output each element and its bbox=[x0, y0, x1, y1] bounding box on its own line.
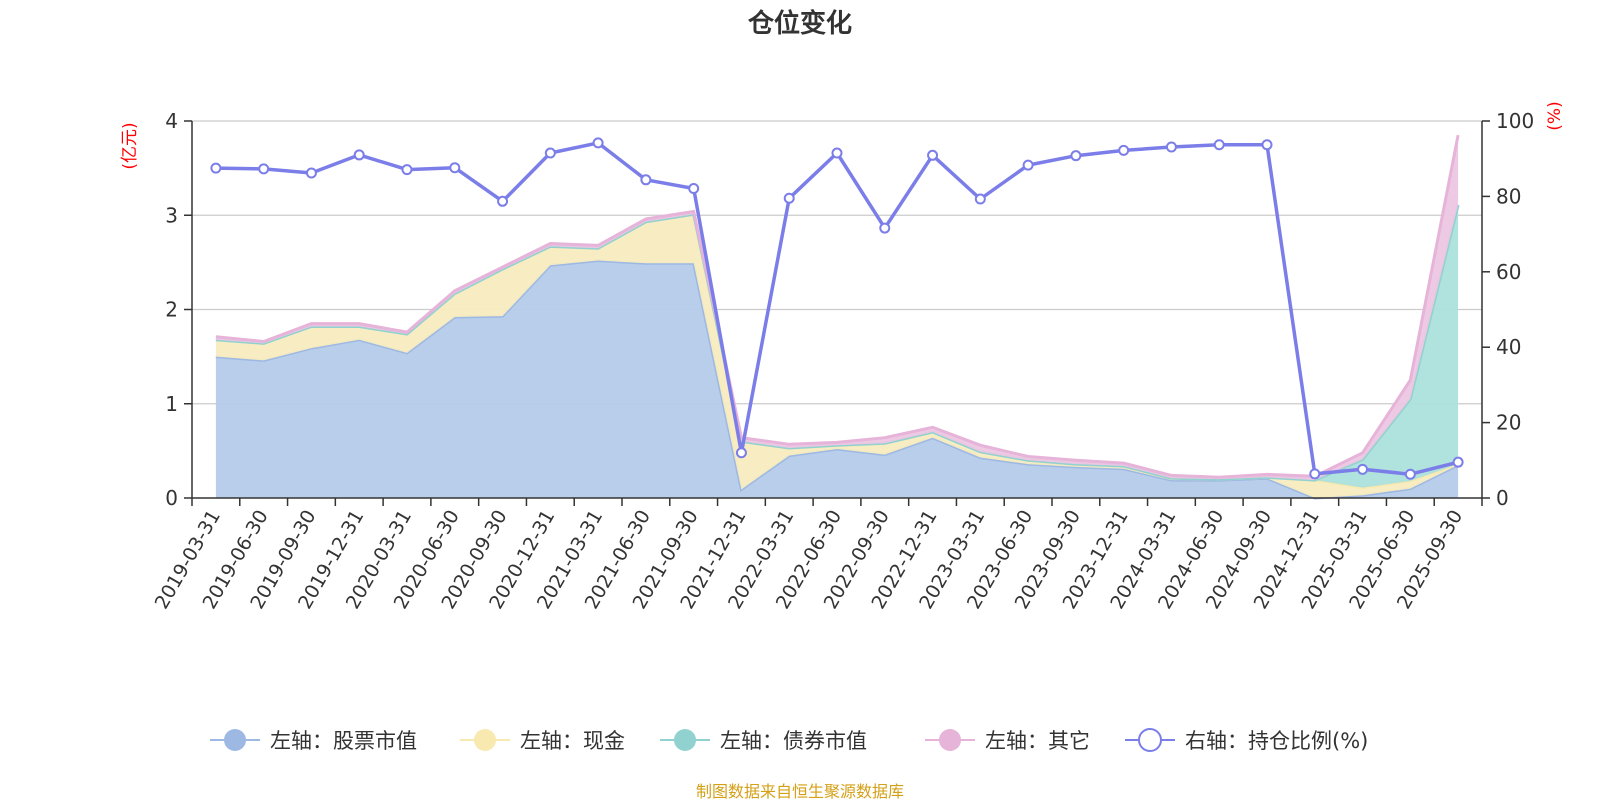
ratio-point-12 bbox=[783, 192, 795, 204]
ratio-point-7 bbox=[544, 147, 556, 159]
ratio-point-13 bbox=[831, 147, 843, 159]
ratio-point-8 bbox=[592, 137, 604, 149]
ratio-point-17 bbox=[1022, 159, 1034, 171]
ratio-point-16 bbox=[974, 193, 986, 205]
ratio-point-19 bbox=[1118, 144, 1130, 156]
stacked-area-layer bbox=[215, 134, 1460, 500]
stock-area bbox=[215, 260, 1459, 498]
legend-item-bond: 左轴：债券市值 bbox=[660, 729, 867, 753]
ratio-point-0 bbox=[210, 162, 222, 174]
left-tick-label-0: 0 bbox=[165, 486, 178, 510]
ratio-point-18 bbox=[1070, 150, 1082, 162]
left-tick-label-3: 3 bbox=[165, 203, 178, 227]
ratio-point-15 bbox=[927, 149, 939, 161]
ratio-point-26 bbox=[1452, 456, 1464, 468]
right-tick-label-5: 100 bbox=[1496, 109, 1534, 133]
cash-area bbox=[215, 214, 1459, 499]
ratio-point-1 bbox=[258, 163, 270, 175]
right-tick-label-2: 40 bbox=[1496, 335, 1521, 359]
ratio-point-24 bbox=[1357, 463, 1369, 475]
ratio-point-22 bbox=[1261, 139, 1273, 151]
ratio-point-3 bbox=[353, 149, 365, 161]
ratio-point-2 bbox=[305, 167, 317, 179]
ratio-line-layer bbox=[210, 137, 1464, 480]
ratio-point-4 bbox=[401, 164, 413, 176]
ratio-point-20 bbox=[1165, 141, 1177, 153]
legend-item-ratio: 右轴：持仓比例(%) bbox=[1125, 728, 1368, 753]
ratio-point-21 bbox=[1213, 139, 1225, 151]
ratio-point-23 bbox=[1309, 468, 1321, 480]
right-tick-label-4: 80 bbox=[1496, 184, 1521, 208]
right-tick-label-1: 20 bbox=[1496, 411, 1521, 435]
legend-item-other: 左轴：其它 bbox=[925, 729, 1090, 753]
ratio-point-14 bbox=[879, 222, 891, 234]
legend-marker-stock bbox=[224, 729, 246, 751]
ratio-point-5 bbox=[449, 162, 461, 174]
legend-item-stock: 左轴：股票市值 bbox=[210, 729, 417, 753]
left-tick-label-1: 1 bbox=[165, 392, 178, 416]
left-tick-label-2: 2 bbox=[165, 298, 178, 322]
ratio-point-9 bbox=[640, 174, 652, 186]
legend-label-bond: 左轴：债券市值 bbox=[720, 729, 867, 753]
legend-marker-other bbox=[939, 729, 961, 751]
legend-label-other: 左轴：其它 bbox=[985, 729, 1090, 753]
source-note: 制图数据来自恒生聚源数据库 bbox=[696, 782, 904, 800]
right-tick-label-0: 0 bbox=[1496, 486, 1509, 510]
right-axis-unit: (%) bbox=[1545, 101, 1565, 130]
other-area-edge bbox=[215, 134, 1460, 479]
legend-marker-ratio bbox=[1138, 728, 1162, 752]
grid-lines bbox=[192, 120, 1482, 405]
legend-marker-bond bbox=[674, 729, 696, 751]
legend: 左轴：股票市值 左轴：现金 左轴：债券市值 左轴：其它 右轴：持仓比例(%) bbox=[210, 728, 1368, 753]
ratio-point-10 bbox=[688, 182, 700, 194]
ratio-point-11 bbox=[735, 447, 747, 459]
legend-item-cash: 左轴：现金 bbox=[460, 729, 625, 753]
legend-label-cash: 左轴：现金 bbox=[520, 729, 625, 753]
right-tick-label-3: 60 bbox=[1496, 260, 1521, 284]
legend-label-stock: 左轴：股票市值 bbox=[270, 729, 417, 753]
ratio-point-6 bbox=[497, 195, 509, 207]
legend-marker-cash bbox=[474, 729, 496, 751]
ratio-point-25 bbox=[1404, 468, 1416, 480]
chart-title: 仓位变化 bbox=[747, 8, 852, 39]
legend-label-ratio: 右轴：持仓比例(%) bbox=[1185, 729, 1368, 753]
left-tick-label-4: 4 bbox=[165, 109, 178, 133]
left-axis-unit: (亿元) bbox=[120, 122, 140, 169]
